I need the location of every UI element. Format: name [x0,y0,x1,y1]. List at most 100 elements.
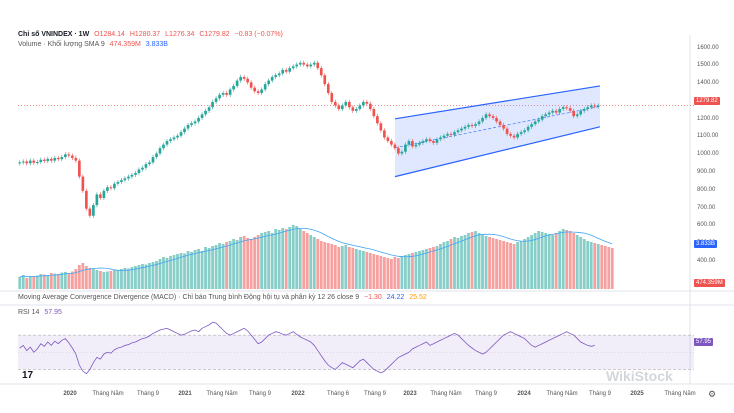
macd-label[interactable]: Moving Average Convergence Divergence (M… [18,294,360,301]
candle-body [365,101,369,104]
candle-body [176,135,179,138]
candle-body [183,128,186,133]
volume-bar [172,255,176,289]
volume-bar [242,236,246,289]
volume-bar [540,232,544,289]
candle-body [519,132,523,134]
volume-bar [495,239,498,289]
time-tick-label: Tháng Năm [430,391,462,397]
volume-bar [428,248,432,289]
price-tick-label: 900.00 [697,169,716,176]
candle-body [435,139,439,143]
volume-bar [498,240,502,289]
volume-bar [144,264,148,289]
candle-body [309,64,313,67]
candle-body [404,144,407,152]
macd-signal-value: 25.52 [409,294,427,301]
volume-bar [98,271,102,289]
volume-bar [354,249,358,289]
candle-body [165,141,169,145]
volume-bar [84,266,88,289]
volume-bar [435,246,439,289]
candle-body [162,144,165,149]
low-value: L1276.34 [165,31,195,38]
candle-body [425,139,428,142]
volume-label[interactable]: Volume · Khối lượng SMA 9 [18,41,105,48]
candle-body [593,105,597,107]
volume-bar [63,272,67,289]
price-tick-label: 600.00 [697,222,716,229]
volume-bar [288,227,292,289]
volume-bar [18,277,22,289]
price-tick-label: 1000.00 [697,151,719,158]
volume-bar [558,231,562,289]
candle-body [537,119,540,122]
candle-body [456,130,460,133]
volume-bar [453,237,456,289]
candle-body [295,64,299,67]
candle-body [214,98,218,102]
volume-bar [95,270,99,289]
candle-body [221,93,225,95]
volume-bar [91,269,95,289]
volume-bar [256,235,260,289]
volume-bar [249,239,253,289]
candle-body [134,173,137,175]
tradingview-logo[interactable]: 17 [22,370,34,381]
candle-body [572,110,576,117]
candle-body [18,162,22,164]
candle-body [200,114,204,118]
candle-body [197,117,200,122]
volume-bar [74,269,78,289]
volume-bar [284,229,288,289]
candle-body [270,77,274,81]
rsi-line [19,321,595,375]
candle-body [432,141,435,143]
volume-bar [109,271,113,289]
candle-body [109,187,113,189]
candle-body [344,101,348,106]
time-tick-label: 2022 [291,391,305,397]
volume-bar [165,258,169,289]
rsi-label[interactable]: RSI 14 [18,309,40,316]
volume-sma-value: 3.833B [145,41,168,48]
volume-bar [467,233,470,289]
candle-body [463,126,467,129]
price-tick-label: 1500.00 [697,62,719,69]
volume-bar [253,237,257,289]
volume-bar [442,242,446,289]
candle-body [249,82,253,88]
volume-bar [60,272,64,289]
candle-body [428,139,432,142]
rsi-band [18,335,694,370]
candle-body [376,116,379,124]
channel-upper-line [394,85,601,120]
wikistock-watermark: WikiStock [606,368,673,384]
volume-bar [470,232,474,289]
symbol-title[interactable]: Chỉ số VNINDEX · 1W [18,31,90,38]
candle-body [491,116,495,118]
candle-body [358,105,362,110]
volume-bar [116,270,120,289]
candle-body [523,130,526,133]
volume-bar [106,271,109,289]
volume-bar [477,233,481,289]
volume-bar [88,268,92,289]
volume-bar [603,246,607,289]
gear-icon[interactable]: ⚙ [708,389,717,399]
candle-body [414,144,418,147]
volume-bar [516,242,520,289]
volume-bar [46,275,50,289]
candle-body [74,157,78,161]
candle-body [151,157,155,163]
volume-bar [600,245,604,289]
volume-bar [344,245,348,289]
volume-bar [361,251,365,289]
channel-lower-line [394,126,601,178]
candle-body [481,117,484,122]
volume-bar [186,251,190,289]
volume-bar [365,252,369,289]
volume-bar [270,233,274,289]
candle-body [312,62,316,65]
